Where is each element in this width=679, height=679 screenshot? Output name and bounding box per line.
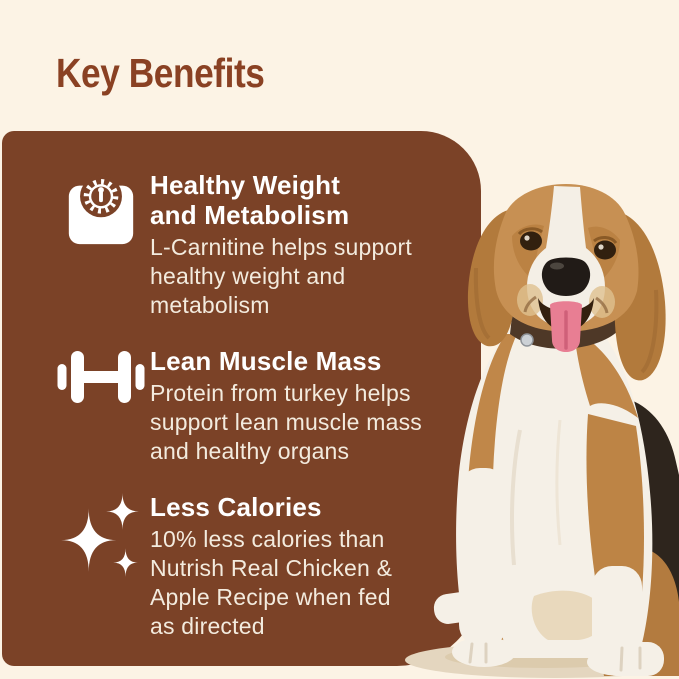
benefit-row: Less Calories 10% less calories than Nut… bbox=[52, 492, 475, 641]
benefit-heading: Lean Muscle Mass bbox=[150, 346, 382, 376]
dog-front-leg-right bbox=[586, 414, 644, 596]
dog-hind-leg-right bbox=[598, 547, 679, 676]
dog-shoulder-right bbox=[574, 330, 638, 418]
benefit-text: Lean Muscle Mass Protein from turkey hel… bbox=[150, 346, 475, 466]
dog-nose bbox=[541, 257, 591, 296]
dog-mouth bbox=[538, 298, 594, 331]
dog-collar-tag bbox=[520, 333, 534, 347]
dumbbell-icon bbox=[57, 351, 145, 403]
benefit-heading: Healthy Weight and Metabolism bbox=[150, 170, 350, 230]
dog-collar bbox=[510, 314, 617, 349]
benefit-text: Less Calories 10% less calories than Nut… bbox=[150, 492, 475, 641]
dog-ear-right bbox=[613, 212, 666, 381]
dog-hind-paw-right bbox=[600, 642, 664, 676]
benefit-row: Lean Muscle Mass Protein from turkey hel… bbox=[52, 346, 475, 466]
dog-head bbox=[493, 184, 639, 332]
benefit-icon-slot bbox=[52, 492, 150, 580]
dog-eyes bbox=[517, 227, 618, 260]
dog-tongue bbox=[550, 301, 582, 352]
dog-hind-paw-center bbox=[531, 590, 604, 640]
benefit-list: Healthy Weight and Metabolism L-Carnitin… bbox=[52, 170, 475, 641]
scale-icon bbox=[68, 175, 134, 245]
sparkles-icon bbox=[61, 493, 139, 577]
benefit-row: Healthy Weight and Metabolism L-Carnitin… bbox=[52, 170, 475, 320]
dog-chest bbox=[456, 313, 653, 658]
dog-muzzle bbox=[527, 186, 605, 327]
benefit-description: 10% less calories than Nutrish Real Chic… bbox=[150, 526, 393, 639]
benefit-icon-slot bbox=[52, 346, 150, 408]
benefit-text: Healthy Weight and Metabolism L-Carnitin… bbox=[150, 170, 475, 320]
benefit-description: Protein from turkey helps support lean m… bbox=[150, 380, 422, 464]
dog-saddle bbox=[584, 396, 679, 613]
benefits-panel: Healthy Weight and Metabolism L-Carnitin… bbox=[2, 131, 481, 666]
benefit-description: L-Carnitine helps support healthy weight… bbox=[150, 234, 412, 318]
page-title: Key Benefits bbox=[56, 50, 265, 96]
benefit-heading: Less Calories bbox=[150, 492, 322, 522]
benefit-icon-slot bbox=[52, 170, 150, 248]
